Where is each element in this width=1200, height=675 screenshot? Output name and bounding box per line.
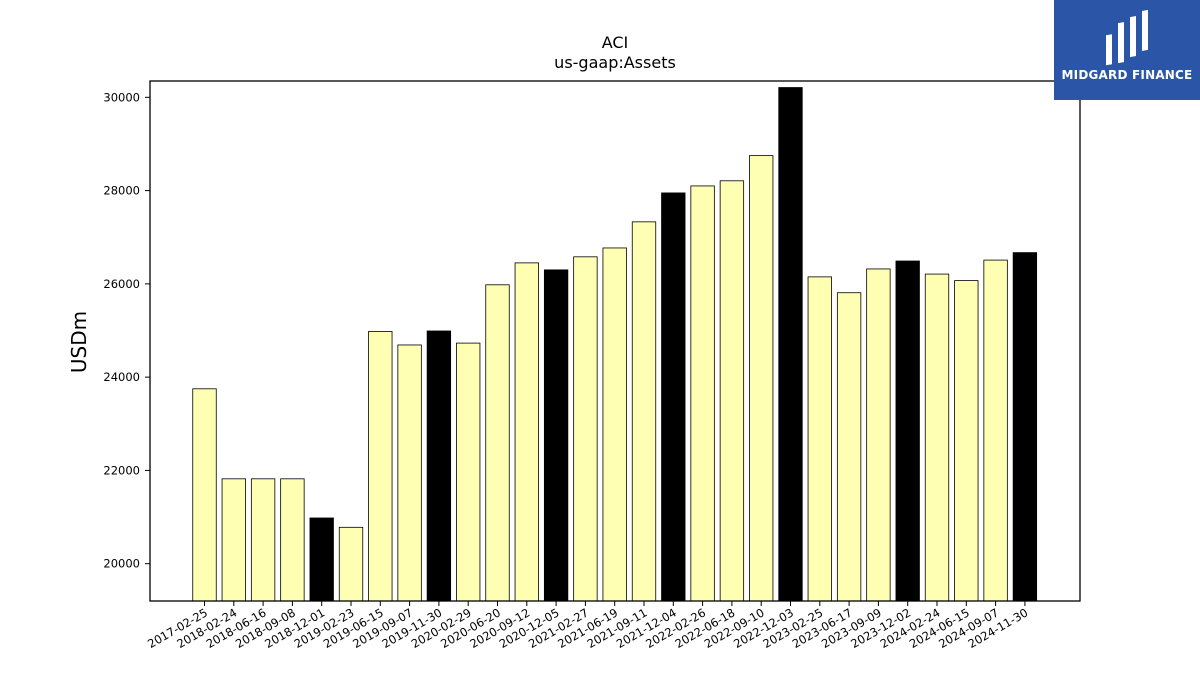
bar-2024-11-30 bbox=[1012, 252, 1038, 602]
bar-2024-02-24 bbox=[924, 273, 950, 602]
bar-2022-12-03 bbox=[778, 87, 803, 602]
y-tick-label: 28000 bbox=[103, 184, 140, 198]
bar-2019-06-15 bbox=[368, 331, 393, 602]
bar-2019-09-07 bbox=[397, 344, 422, 602]
y-tick-label: 22000 bbox=[103, 463, 140, 477]
bar-2023-12-02 bbox=[895, 260, 920, 602]
bar-2018-12-01 bbox=[309, 517, 334, 602]
x-axis: 2017-02-252018-02-242018-06-162018-09-08… bbox=[145, 601, 1030, 651]
bar-2023-06-17 bbox=[836, 292, 862, 602]
bar-2024-06-15 bbox=[954, 280, 979, 602]
bar-2023-09-09 bbox=[866, 268, 891, 602]
bar-2022-06-18 bbox=[719, 180, 745, 602]
bar-2021-12-04 bbox=[661, 192, 686, 602]
chart-title: ACI bbox=[602, 33, 629, 52]
y-tick-label: 20000 bbox=[103, 557, 140, 571]
y-tick-label: 24000 bbox=[103, 370, 140, 384]
bar-2020-02-29 bbox=[456, 342, 481, 602]
chart-subtitle: us-gaap:Assets bbox=[554, 53, 676, 72]
y-axis-label: USDm bbox=[67, 311, 91, 373]
midgard-logo-icon bbox=[1106, 9, 1148, 66]
bar-2018-06-16 bbox=[250, 478, 276, 602]
y-tick-label: 30000 bbox=[103, 90, 140, 104]
bar-2021-02-27 bbox=[573, 256, 598, 602]
bar-2018-09-08 bbox=[280, 478, 305, 602]
bars-group bbox=[192, 87, 1038, 602]
bar-2023-02-25 bbox=[807, 276, 832, 602]
brand-logo: MIDGARD FINANCE bbox=[1054, 0, 1200, 100]
bar-2019-11-30 bbox=[426, 330, 452, 602]
logo-text: MIDGARD FINANCE bbox=[1061, 68, 1193, 82]
bar-2021-09-11 bbox=[631, 221, 657, 602]
bar-2020-12-05 bbox=[543, 269, 569, 602]
y-axis: 20000 22000 24000 26000 28000 30000 bbox=[103, 90, 150, 571]
bar-2022-02-26 bbox=[690, 185, 715, 602]
bar-2022-09-10 bbox=[749, 155, 774, 602]
y-tick-label: 26000 bbox=[103, 277, 140, 291]
bar-2021-06-19 bbox=[602, 247, 627, 602]
bar-2017-02-25 bbox=[192, 388, 217, 602]
plot-frame bbox=[149, 80, 1081, 602]
bar-2020-06-20 bbox=[485, 284, 510, 602]
bar-2018-02-24 bbox=[221, 478, 246, 602]
bar-2019-02-23 bbox=[338, 526, 364, 602]
bar-2024-09-07 bbox=[983, 259, 1008, 602]
bar-2020-09-12 bbox=[514, 262, 539, 602]
